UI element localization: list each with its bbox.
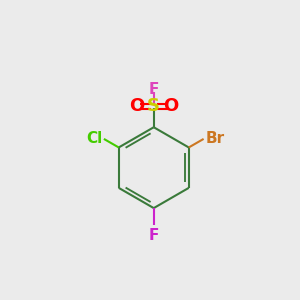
Text: O: O (163, 98, 178, 116)
Text: Br: Br (205, 131, 224, 146)
Text: F: F (148, 82, 159, 97)
Text: S: S (147, 98, 160, 116)
Text: Cl: Cl (86, 131, 102, 146)
Text: F: F (148, 228, 159, 243)
Text: O: O (130, 98, 145, 116)
